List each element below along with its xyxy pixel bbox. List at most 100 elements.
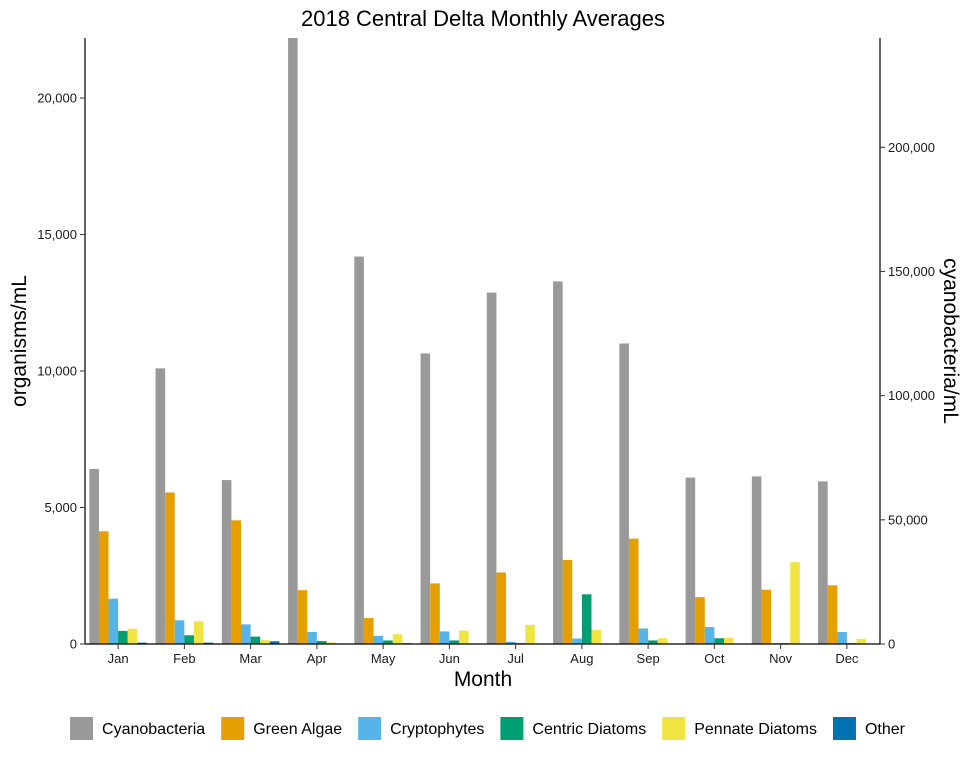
bar-centric-diatoms-aug (581, 594, 592, 644)
legend-swatch-pennate-diatoms (662, 717, 686, 740)
chart-title: 2018 Central Delta Monthly Averages (301, 6, 665, 31)
bar-centric-diatoms-jun (449, 640, 459, 644)
bar-pennate-diatoms-mar (260, 640, 270, 644)
bar-cyanobacteria-sep (619, 343, 629, 644)
x-tick-label: Jul (507, 651, 524, 666)
bar-green-algae-aug (562, 559, 573, 644)
legend-swatch-cyanobacteria (70, 717, 94, 740)
legend-label-cryptophytes: Cryptophytes (390, 721, 484, 738)
y-axis-title-left: organisms/mL (8, 275, 31, 407)
x-tick-label: Mar (239, 651, 262, 666)
left-tick-label: 20,000 (37, 91, 77, 106)
bar-cryptophytes-mar (241, 624, 251, 644)
y-axis-title-right: cyanobacteria/mL (939, 258, 962, 424)
bar-other-mar (269, 641, 280, 644)
bar-pennate-diatoms-aug (591, 630, 602, 644)
bar-green-algae-dec (827, 585, 838, 644)
legend-label-centric-diatoms: Centric Diatoms (532, 721, 646, 738)
bar-cyanobacteria-mar (221, 480, 232, 644)
right-axis-ticks: 0 50,000 100,000 150,000 200,000 (880, 140, 935, 652)
left-axis-ticks: 0 5,000 10,000 15,000 20,000 (37, 91, 85, 652)
bar-other-feb (203, 642, 214, 644)
bar-cyanobacteria-jul (486, 292, 497, 644)
bar-pennate-diatoms-oct (723, 637, 734, 644)
x-tick-label: May (371, 651, 396, 666)
bar-cyanobacteria-feb (155, 368, 166, 644)
bar-cryptophytes-jul (506, 641, 516, 644)
right-tick-label: 0 (888, 637, 895, 652)
bar-green-algae-jan (98, 531, 109, 644)
bar-centric-diatoms-feb (184, 635, 194, 644)
bar-cryptophytes-apr (307, 631, 317, 644)
bar-pennate-diatoms-may (392, 634, 403, 644)
left-tick-label: 10,000 (37, 364, 77, 379)
bar-pennate-diatoms-jun (458, 630, 469, 644)
right-tick-label: 150,000 (888, 264, 935, 279)
legend-label-green-algae: Green Algae (253, 721, 342, 738)
bar-cryptophytes-jun (439, 631, 450, 644)
bar-cryptophytes-dec (837, 631, 847, 644)
x-tick-label: Jun (439, 651, 460, 666)
bar-green-algae-apr (297, 590, 308, 644)
bar-pennate-diatoms-jan (127, 628, 138, 644)
x-tick-label: Aug (570, 651, 593, 666)
bar-cryptophytes-may (373, 635, 384, 644)
right-tick-label: 200,000 (888, 140, 935, 155)
bar-cyanobacteria-jun (420, 353, 431, 644)
x-tick-label: Feb (173, 651, 195, 666)
bars-group (89, 38, 876, 644)
bar-cyanobacteria-apr (288, 38, 298, 644)
bar-pennate-diatoms-sep (657, 638, 668, 644)
bar-green-algae-jul (496, 572, 507, 644)
bar-cyanobacteria-jan (89, 468, 99, 644)
right-tick-label: 100,000 (888, 388, 935, 403)
bar-centric-diatoms-may (383, 640, 393, 644)
bar-other-jan (137, 642, 147, 644)
left-tick-label: 15,000 (37, 227, 77, 242)
bar-green-algae-feb (165, 492, 175, 644)
bar-cryptophytes-jan (108, 598, 119, 644)
bar-green-algae-nov (761, 589, 772, 644)
bar-cyanobacteria-nov (751, 476, 762, 644)
bar-centric-diatoms-oct (714, 638, 724, 644)
bar-cyanobacteria-dec (818, 481, 828, 644)
bar-cyanobacteria-oct (685, 477, 696, 644)
right-tick-label: 50,000 (888, 512, 928, 527)
x-tick-label: Oct (704, 651, 725, 666)
bar-pennate-diatoms-nov (790, 562, 800, 644)
bar-cyanobacteria-aug (553, 281, 563, 644)
bar-cryptophytes-sep (638, 628, 649, 644)
x-tick-label: Dec (835, 651, 859, 666)
left-tick-label: 5,000 (44, 500, 77, 515)
x-tick-label: Apr (307, 651, 328, 666)
bar-green-algae-jun (430, 583, 440, 644)
bar-pennate-diatoms-feb (193, 621, 204, 644)
bar-centric-diatoms-sep (648, 640, 658, 644)
bar-green-algae-sep (628, 538, 639, 644)
bar-pennate-diatoms-dec (856, 638, 867, 644)
legend-label-cyanobacteria: Cyanobacteria (102, 721, 205, 738)
bar-green-algae-oct (695, 597, 705, 644)
bar-cryptophytes-aug (572, 638, 582, 644)
bar-green-algae-mar (231, 520, 242, 644)
x-tick-label: Sep (637, 651, 660, 666)
legend-label-pennate-diatoms: Pennate Diatoms (694, 721, 817, 738)
legend-swatch-green-algae (221, 717, 245, 740)
bar-green-algae-may (363, 618, 374, 644)
bar-pennate-diatoms-jul (525, 624, 535, 644)
x-axis-ticks: Jan Feb Mar Apr May Jun Jul Aug Sep Oct Nov Dec (108, 644, 859, 666)
legend-swatch-cryptophytes (358, 717, 382, 740)
x-tick-label: Jan (108, 651, 129, 666)
bar-centric-diatoms-apr (316, 641, 327, 644)
bar-pennate-diatoms-apr (326, 642, 337, 644)
legend: Cyanobacteria Green Algae Cryptophytes Cent… (70, 717, 906, 740)
legend-label-other: Other (865, 721, 906, 738)
bar-centric-diatoms-mar (250, 636, 261, 644)
x-axis-title: Month (454, 668, 512, 691)
bar-cryptophytes-oct (704, 627, 715, 644)
legend-swatch-other (832, 717, 856, 740)
x-tick-label: Nov (769, 651, 793, 666)
left-tick-label: 0 (70, 637, 77, 652)
bar-cryptophytes-feb (174, 620, 185, 644)
